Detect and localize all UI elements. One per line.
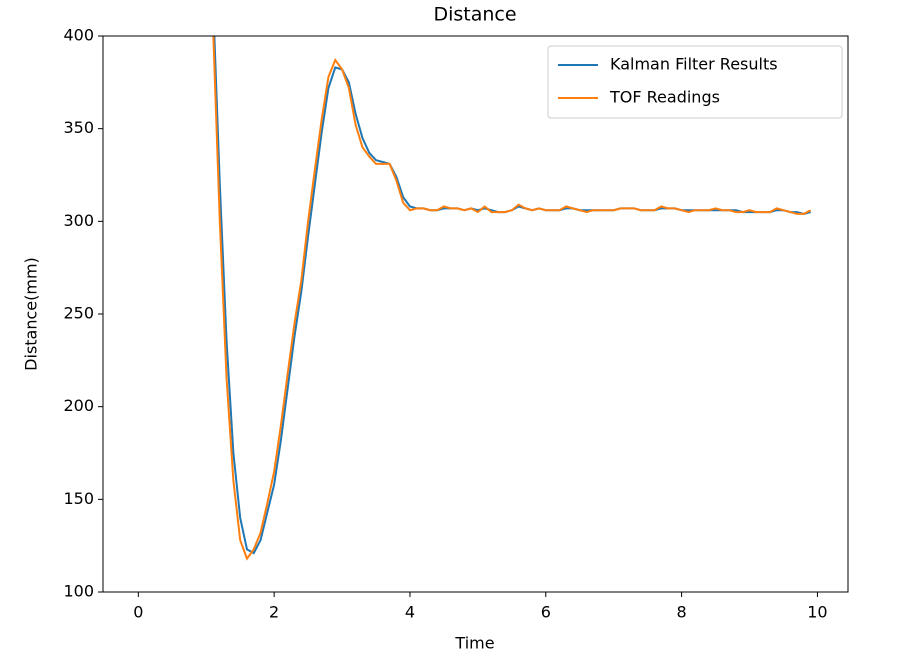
x-tick-label: 4 bbox=[405, 603, 415, 622]
y-tick-label: 250 bbox=[63, 304, 94, 323]
y-tick-label: 100 bbox=[63, 582, 94, 601]
y-tick-label: 150 bbox=[63, 489, 94, 508]
legend-label: TOF Readings bbox=[609, 88, 720, 107]
y-tick-label: 300 bbox=[63, 211, 94, 230]
legend-box bbox=[547, 45, 843, 119]
y-tick-label: 400 bbox=[63, 26, 94, 45]
data-line bbox=[212, 36, 812, 561]
x-tick-label: 0 bbox=[133, 603, 143, 622]
y-tick-label: 200 bbox=[63, 396, 94, 415]
x-tick-label: 10 bbox=[807, 603, 827, 622]
x-axis-label: Time bbox=[454, 634, 494, 653]
chart-title: Distance bbox=[433, 4, 516, 26]
x-tick-label: 6 bbox=[541, 603, 551, 622]
y-axis-label: Distance(mm) bbox=[22, 257, 41, 371]
x-tick-label: 8 bbox=[677, 603, 687, 622]
legend-label: Kalman Filter Results bbox=[610, 55, 778, 74]
plot-area bbox=[212, 36, 812, 561]
x-tick-label: 2 bbox=[269, 603, 279, 622]
plot-frame bbox=[102, 35, 849, 593]
y-tick-label: 350 bbox=[63, 118, 94, 137]
